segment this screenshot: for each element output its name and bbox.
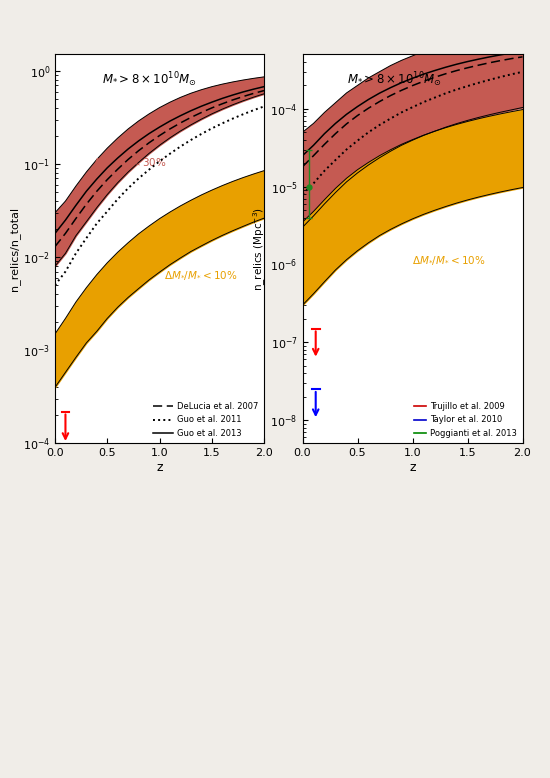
X-axis label: z: z <box>409 461 416 474</box>
Text: $\Delta M_{*}/M_{*}<10\%$: $\Delta M_{*}/M_{*}<10\%$ <box>412 254 486 267</box>
Text: $M_{*}>8\times10^{10}M_{\odot}$: $M_{*}>8\times10^{10}M_{\odot}$ <box>348 70 442 89</box>
Text: $M_{*}>8\times10^{10}M_{\odot}$: $M_{*}>8\times10^{10}M_{\odot}$ <box>102 70 196 89</box>
Legend: Trujillo et al. 2009, Taylor et al. 2010, Poggianti et al. 2013: Trujillo et al. 2009, Taylor et al. 2010… <box>412 401 518 440</box>
X-axis label: z: z <box>156 461 163 474</box>
Legend: DeLucia et al. 2007, Guo et al. 2011, Guo et al. 2013: DeLucia et al. 2007, Guo et al. 2011, Gu… <box>151 401 260 440</box>
Text: $\Delta M_{*}/M_{*}<10\%$: $\Delta M_{*}/M_{*}<10\%$ <box>164 270 237 282</box>
Y-axis label: n_relics (Mpc$^{-3}$): n_relics (Mpc$^{-3}$) <box>251 207 267 291</box>
Text: $\Delta M_{*}/M_{*}<30\%$: $\Delta M_{*}/M_{*}<30\%$ <box>368 118 442 131</box>
Y-axis label: n_relics/n_total: n_relics/n_total <box>9 207 20 291</box>
Text: $\Delta M_{*}/M_{*}<30\%$: $\Delta M_{*}/M_{*}<30\%$ <box>92 157 166 170</box>
